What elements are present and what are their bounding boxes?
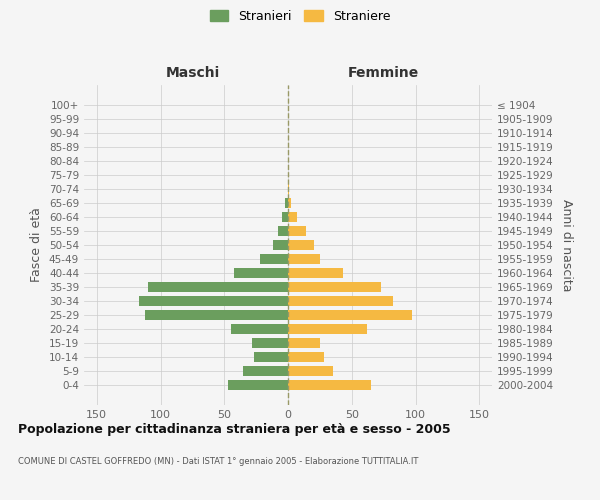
- Bar: [288, 296, 392, 306]
- Bar: [230, 324, 288, 334]
- Y-axis label: Fasce di età: Fasce di età: [31, 208, 43, 282]
- Bar: [288, 282, 381, 292]
- Bar: [286, 198, 288, 208]
- Bar: [288, 212, 297, 222]
- Bar: [288, 240, 314, 250]
- Text: Femmine: Femmine: [348, 66, 419, 80]
- Bar: [288, 366, 332, 376]
- Bar: [288, 324, 367, 334]
- Bar: [281, 212, 288, 222]
- Text: COMUNE DI CASTEL GOFFREDO (MN) - Dati ISTAT 1° gennaio 2005 - Elaborazione TUTTI: COMUNE DI CASTEL GOFFREDO (MN) - Dati IS…: [18, 458, 418, 466]
- Bar: [288, 338, 320, 348]
- Bar: [253, 338, 288, 348]
- Bar: [228, 380, 288, 390]
- Bar: [244, 366, 288, 376]
- Bar: [148, 282, 288, 292]
- Bar: [288, 198, 290, 208]
- Bar: [288, 352, 324, 362]
- Bar: [288, 380, 371, 390]
- Y-axis label: Anni di nascita: Anni di nascita: [560, 198, 573, 291]
- Bar: [254, 352, 288, 362]
- Text: Popolazione per cittadinanza straniera per età e sesso - 2005: Popolazione per cittadinanza straniera p…: [18, 422, 451, 436]
- Legend: Stranieri, Straniere: Stranieri, Straniere: [206, 6, 394, 26]
- Bar: [288, 226, 306, 236]
- Bar: [145, 310, 288, 320]
- Bar: [260, 254, 288, 264]
- Bar: [288, 184, 289, 194]
- Bar: [288, 254, 320, 264]
- Bar: [288, 268, 343, 278]
- Text: Maschi: Maschi: [165, 66, 220, 80]
- Bar: [288, 310, 412, 320]
- Bar: [235, 268, 288, 278]
- Bar: [278, 226, 288, 236]
- Bar: [139, 296, 288, 306]
- Bar: [273, 240, 288, 250]
